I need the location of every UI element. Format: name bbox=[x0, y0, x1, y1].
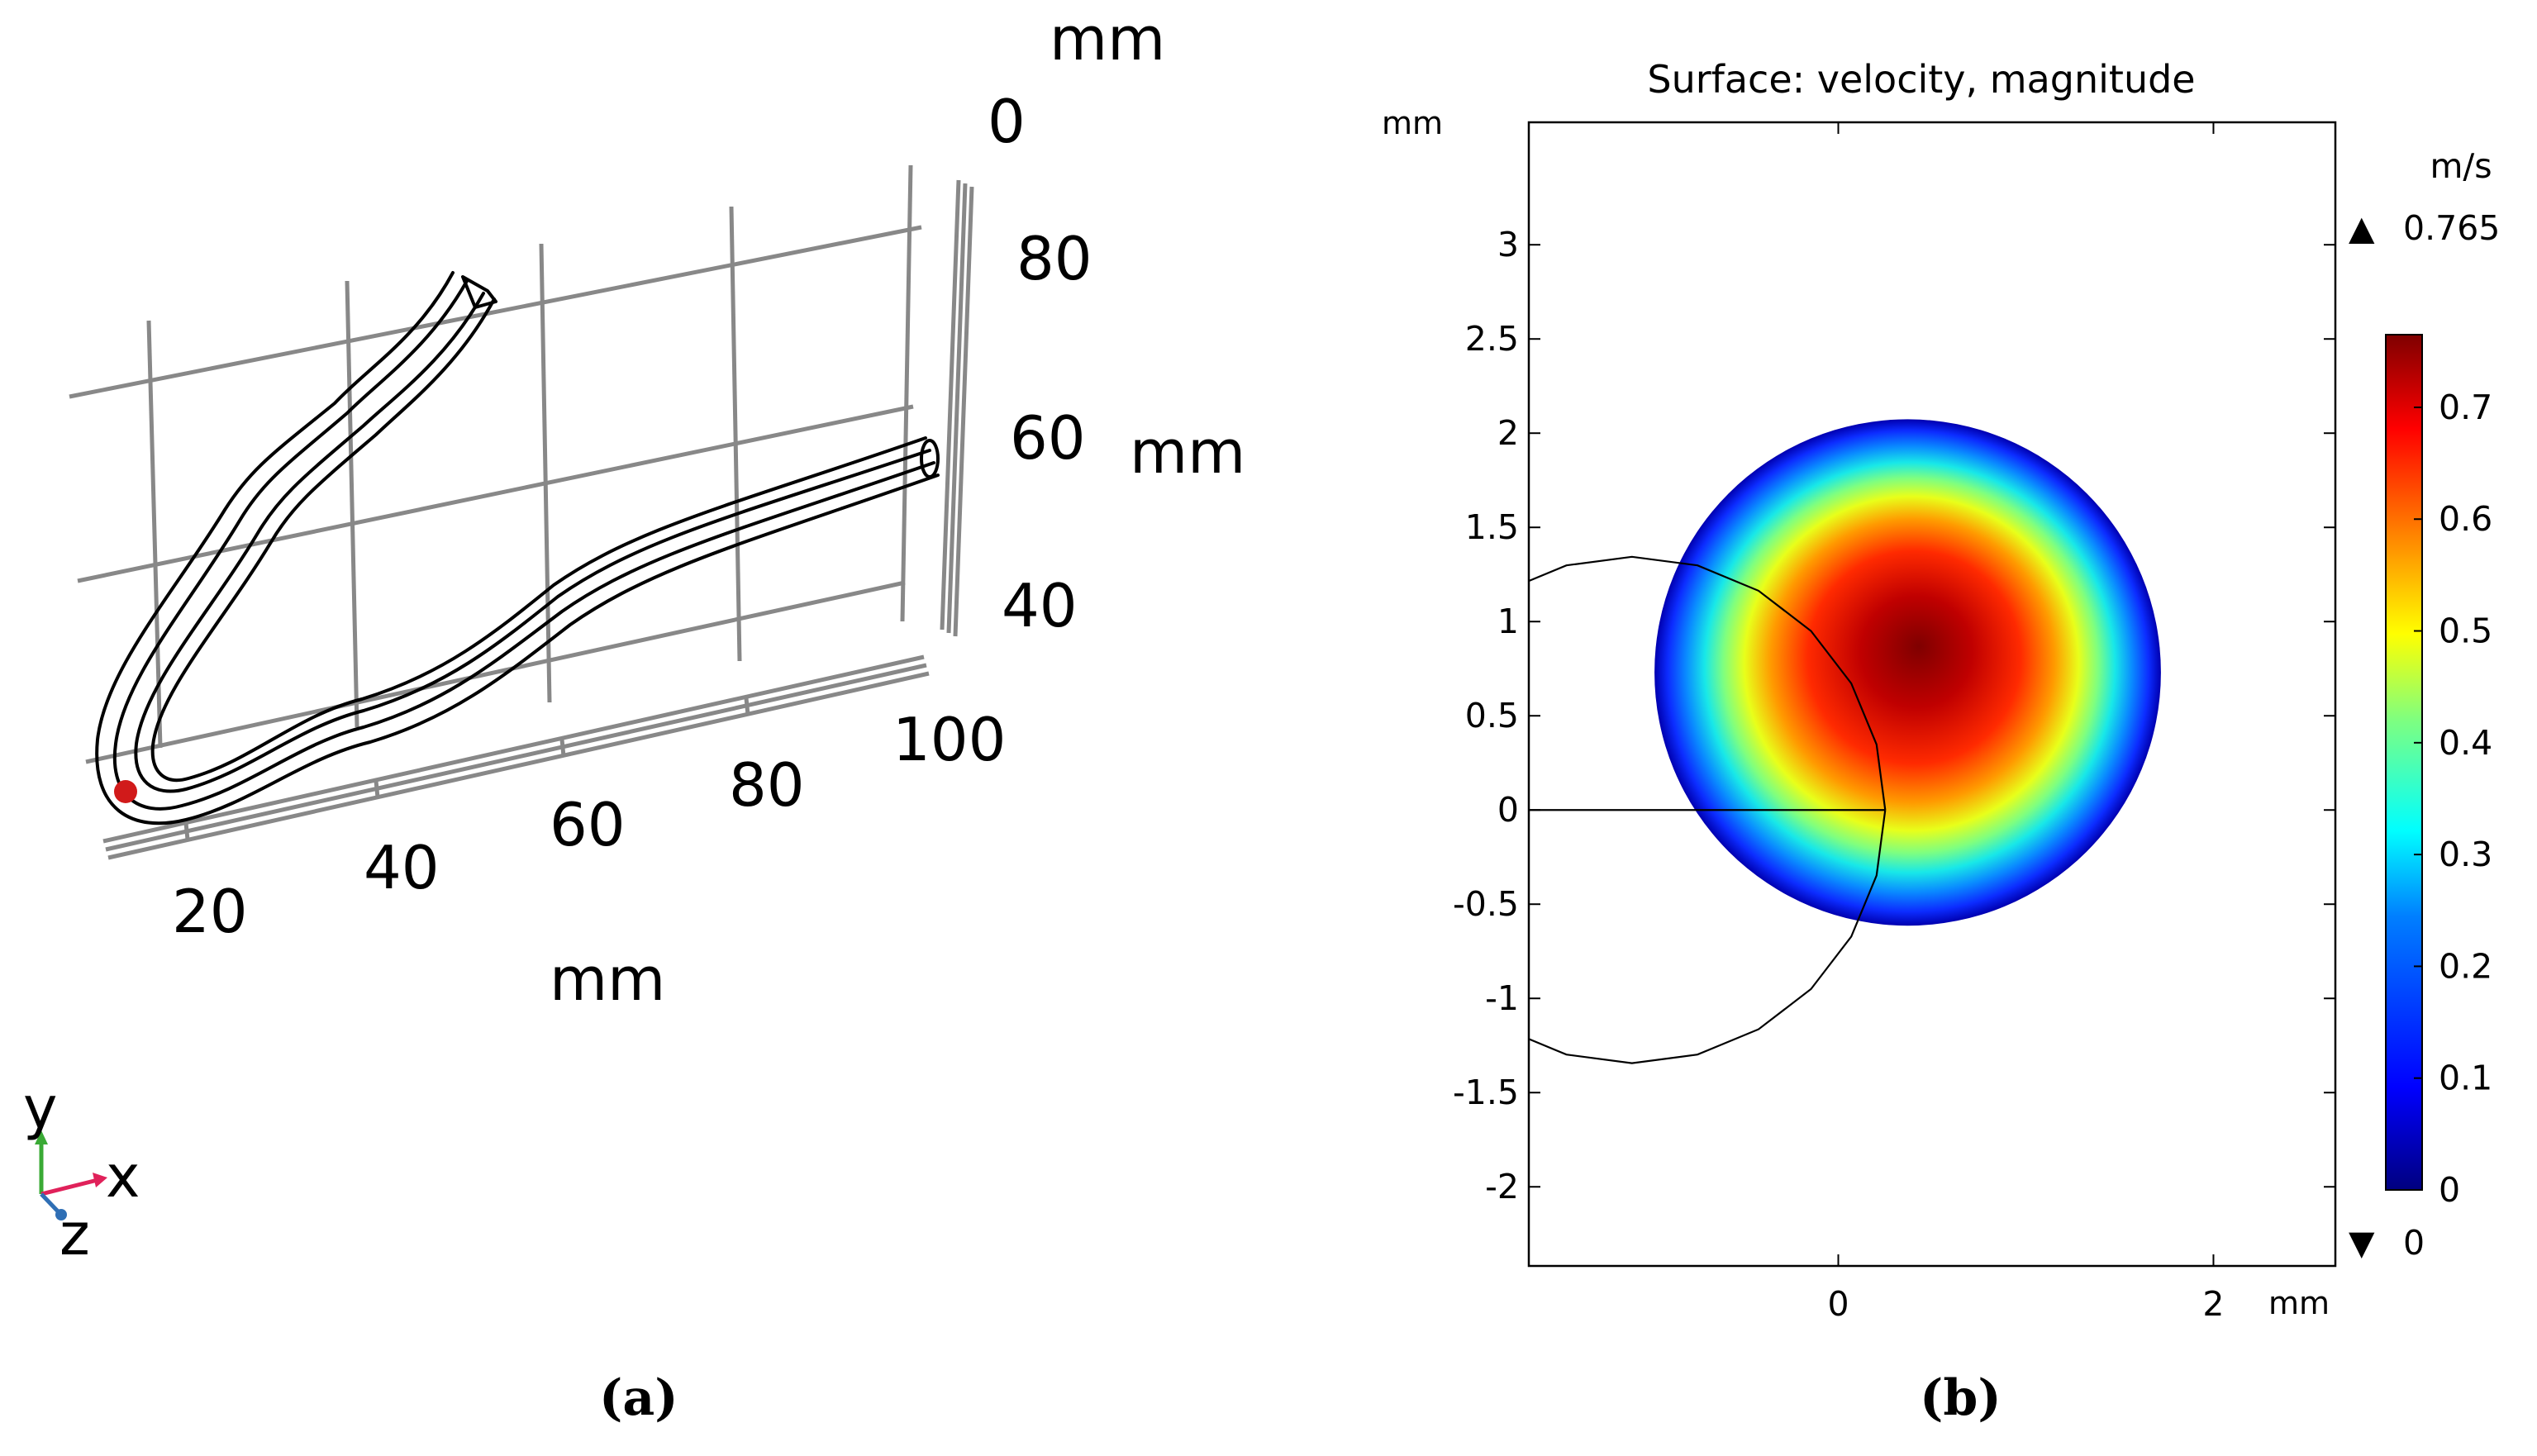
y-tick-label: 80 bbox=[1016, 224, 1092, 293]
grid-line bbox=[69, 225, 922, 399]
grid-tick bbox=[374, 780, 380, 798]
x-tick-label: 80 bbox=[729, 750, 805, 820]
grid-line bbox=[102, 654, 925, 844]
x-tick-label: 2 bbox=[2202, 1284, 2224, 1324]
x-axis-unit-label: mm bbox=[2268, 1285, 2330, 1321]
grid-line bbox=[953, 186, 974, 637]
colorbar-tick-label: 0.1 bbox=[2439, 1059, 2492, 1098]
axis-triad: y x z bbox=[23, 1074, 140, 1268]
colorbar-min-value: 0 bbox=[2403, 1223, 2425, 1263]
triad-y-label: y bbox=[23, 1074, 57, 1142]
colorbar-min-marker: ▼ bbox=[2349, 1223, 2375, 1263]
grid-line bbox=[85, 580, 906, 764]
triad-x-arrow bbox=[40, 1178, 98, 1197]
triad-z-arrowhead bbox=[55, 1209, 67, 1220]
y-tick-label: 2.5 bbox=[1465, 319, 1519, 359]
vessel-wall-outer-2 bbox=[95, 271, 940, 826]
y-tick-label: 0 bbox=[1497, 790, 1519, 830]
panel-a: mm 0 80 60 mm 40 100 80 60 40 20 mm y x … bbox=[23, 4, 1245, 1427]
x-tick-label: 40 bbox=[364, 833, 440, 902]
vessel-geometry bbox=[95, 271, 940, 826]
grid-line bbox=[539, 243, 552, 703]
y-tick-label: -2 bbox=[1485, 1167, 1519, 1206]
grid-tick bbox=[744, 697, 750, 716]
grid-line bbox=[77, 404, 914, 583]
grid-line bbox=[946, 183, 968, 634]
x-axis-unit-label: mm bbox=[550, 944, 665, 1014]
grid-line bbox=[940, 179, 961, 630]
x-tick-label: 60 bbox=[550, 790, 626, 859]
panel-b-caption: (b) bbox=[1920, 1369, 2002, 1427]
colorbar-ticks: 0 0.1 0.2 0.3 0.4 0.5 0.6 0.7 bbox=[2414, 388, 2492, 1210]
triad-y-arrowhead bbox=[35, 1130, 48, 1144]
colorbar-tick-label: 0.7 bbox=[2439, 388, 2492, 427]
z-axis-unit-label: mm bbox=[1050, 4, 1165, 74]
vessel-wall-inner bbox=[134, 292, 931, 793]
panel-a-caption: (a) bbox=[599, 1369, 678, 1427]
triad-x-label: x bbox=[106, 1143, 140, 1211]
geometry-outline bbox=[1529, 555, 1887, 1064]
y-tick-label: 1.5 bbox=[1465, 507, 1519, 547]
velocity-field-disc bbox=[1654, 419, 2161, 926]
y-tick-label: 2 bbox=[1497, 413, 1519, 453]
grid-line bbox=[105, 663, 927, 852]
y-tick-label: 40 bbox=[1002, 571, 1078, 640]
colorbar-max-value: 0.765 bbox=[2403, 208, 2500, 248]
colorbar-max-marker: ▲ bbox=[2349, 208, 2375, 248]
plot-frame bbox=[1527, 121, 2337, 1268]
colorbar-tick-label: 0.5 bbox=[2439, 611, 2492, 651]
triad-z-arrow bbox=[40, 1192, 61, 1215]
colorbar-unit: m/s bbox=[2430, 146, 2492, 186]
y-tick-label: 1 bbox=[1497, 602, 1519, 641]
triad-x-arrowhead bbox=[93, 1173, 107, 1187]
y-tick-label: 60 bbox=[1010, 403, 1086, 473]
colorbar-tick-label: 0.6 bbox=[2439, 499, 2492, 539]
inlet-marker bbox=[114, 780, 137, 803]
grid-line bbox=[900, 164, 913, 622]
vessel-wall-outer bbox=[112, 279, 935, 811]
chart-title: Surface: velocity, magnitude bbox=[1647, 57, 2195, 102]
colorbar-tick-label: 0.3 bbox=[2439, 835, 2492, 874]
colorbar: m/s ▲ 0.765 0 0.1 0.2 0.3 0.4 0.5 0.6 0.7 ▼ 0 bbox=[2349, 146, 2500, 1263]
grid-line bbox=[146, 320, 163, 749]
grid-line bbox=[729, 206, 742, 662]
grid-line bbox=[345, 280, 359, 728]
vessel-inlet-cap bbox=[461, 275, 497, 309]
triad-z-label: z bbox=[59, 1201, 90, 1268]
x-tick-label: 20 bbox=[172, 877, 248, 946]
y-tick-label: -1 bbox=[1485, 978, 1519, 1018]
vessel-outlet-cap bbox=[920, 439, 940, 478]
colorbar-tick-label: 0.2 bbox=[2439, 946, 2492, 986]
y-tick-label: -1.5 bbox=[1453, 1073, 1519, 1112]
z-tick-label: 0 bbox=[988, 87, 1026, 156]
vessel-wall-inner-2 bbox=[150, 297, 927, 783]
grid-3d bbox=[69, 164, 974, 860]
grid-tick bbox=[183, 822, 190, 840]
y-axis-ticks: 3 2.5 2 1.5 1 0.5 0 -0.5 -1 -1.5 -2 bbox=[1453, 225, 2335, 1206]
x-tick-label: 0 bbox=[1827, 1284, 1849, 1324]
colorbar-tick-label: 0 bbox=[2439, 1170, 2460, 1210]
x-tick-label: 100 bbox=[892, 705, 1006, 774]
grid-tick bbox=[559, 739, 566, 757]
y-tick-label: 0.5 bbox=[1465, 696, 1519, 735]
y-tick-label: 3 bbox=[1497, 225, 1519, 264]
y-tick-label: -0.5 bbox=[1453, 884, 1519, 924]
colorbar-gradient bbox=[2385, 334, 2423, 1191]
colorbar-tick-label: 0.4 bbox=[2439, 723, 2492, 763]
panel-b: Surface: velocity, magnitude mm 3 2.5 2 1.5… bbox=[1382, 57, 2500, 1427]
y-axis-unit-label: mm bbox=[1382, 105, 1443, 141]
y-axis-unit-label: mm bbox=[1130, 417, 1245, 487]
grid-line bbox=[107, 671, 930, 860]
